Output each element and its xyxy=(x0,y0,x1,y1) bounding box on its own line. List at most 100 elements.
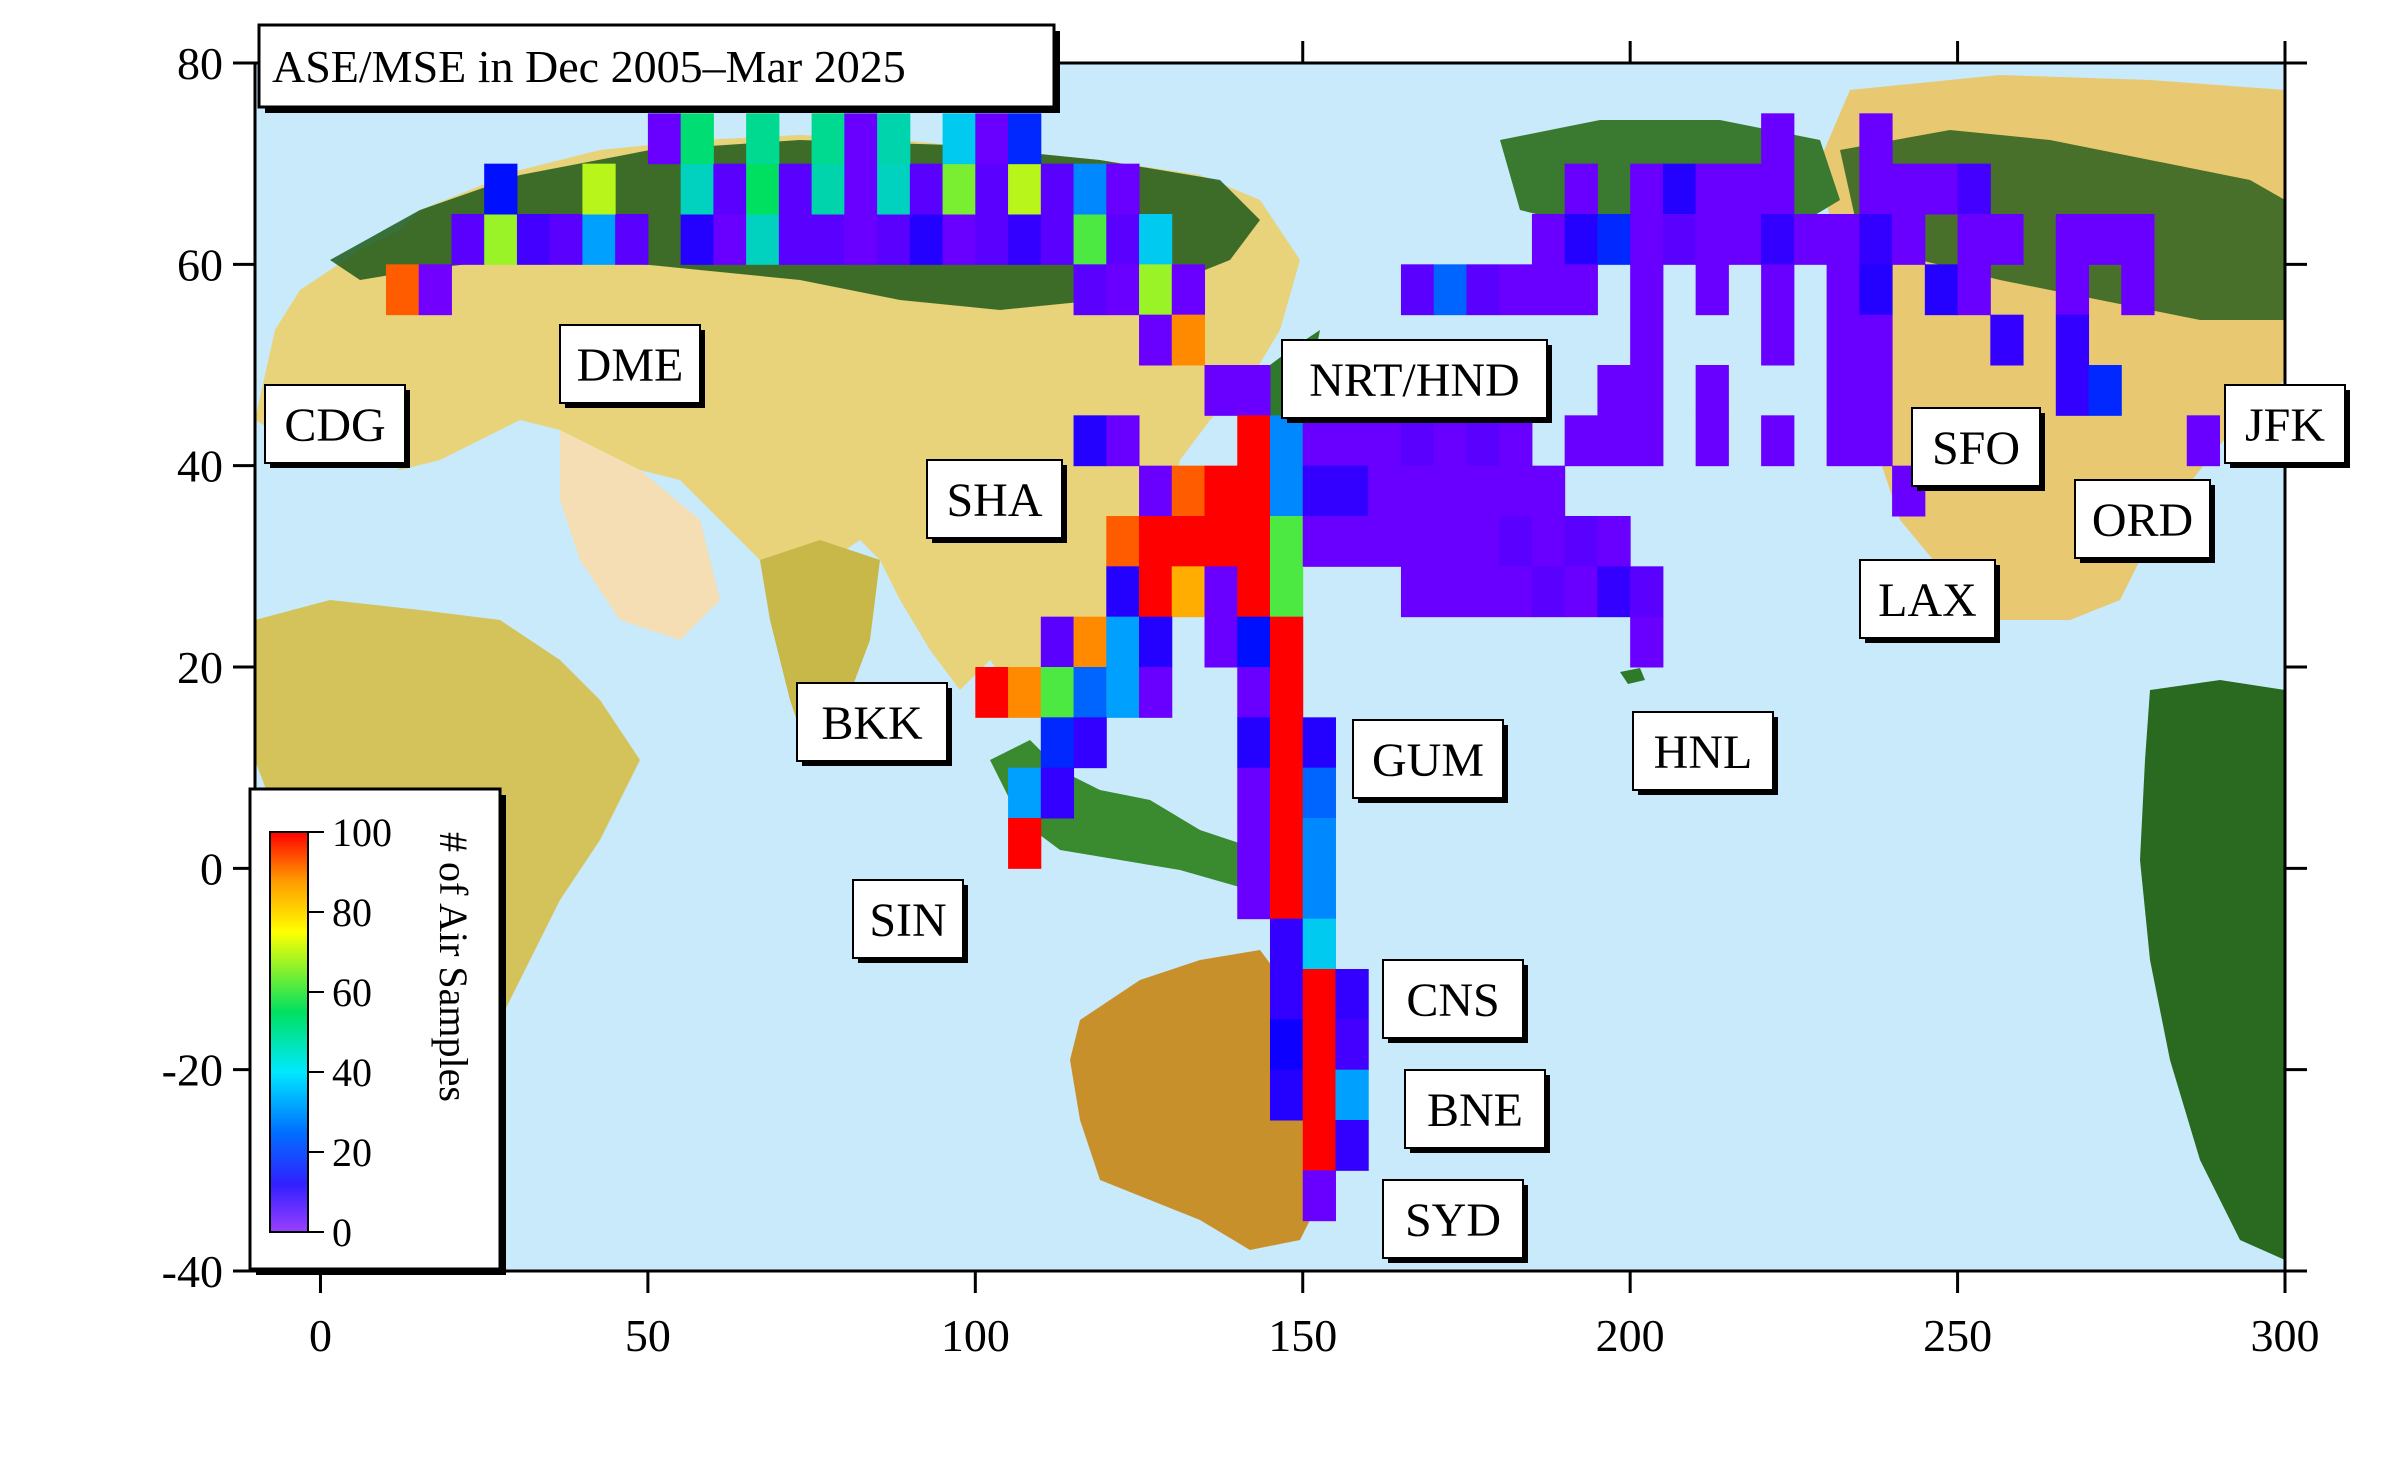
heatmap-cell xyxy=(1171,516,1206,567)
heatmap-cell xyxy=(2088,214,2122,265)
airport-label-ord: ORD xyxy=(2074,479,2215,563)
heatmap-cell xyxy=(1433,465,1467,517)
heatmap-cell xyxy=(1433,415,1467,467)
heatmap-cell xyxy=(844,113,878,165)
heatmap-cell xyxy=(1073,214,1107,265)
heatmap-cell xyxy=(909,163,944,215)
heatmap-cell xyxy=(877,113,911,165)
heatmap-cell xyxy=(1073,667,1107,718)
heatmap-cell xyxy=(1270,969,1304,1020)
x-tick-label: 50 xyxy=(625,1310,671,1361)
heatmap-cell xyxy=(647,113,682,165)
heatmap-cell xyxy=(1662,163,1697,215)
heatmap-cell xyxy=(1499,415,1533,467)
heatmap-cells xyxy=(385,113,2221,1222)
heatmap-cell xyxy=(1335,969,1369,1020)
heatmap-cell xyxy=(1761,163,1795,215)
airport-label-frame xyxy=(2224,384,2346,464)
heatmap-cell xyxy=(1597,415,1631,467)
heatmap-cell xyxy=(1531,264,1566,316)
heatmap-cell xyxy=(1466,415,1500,467)
heatmap-cell xyxy=(1139,566,1173,618)
heatmap-cell xyxy=(1139,465,1173,517)
heatmap-cell xyxy=(2121,214,2155,265)
heatmap-cell xyxy=(1302,818,1336,869)
y-tick-label: 60 xyxy=(177,239,223,290)
heatmap-cell xyxy=(1466,566,1500,618)
heatmap-cell xyxy=(942,163,976,215)
colorbar-tick-label: 0 xyxy=(332,1210,352,1255)
heatmap-cell xyxy=(877,214,911,265)
heatmap-cell xyxy=(484,214,518,265)
land-india xyxy=(760,540,880,760)
airport-label-syd: SYD xyxy=(1382,1179,1528,1263)
heatmap-cell xyxy=(1270,415,1304,467)
heatmap-cell xyxy=(2088,365,2122,416)
heatmap-cell xyxy=(1368,516,1402,567)
heatmap-cell xyxy=(1564,163,1598,215)
heatmap-cell xyxy=(1630,566,1664,618)
heatmap-cell xyxy=(1630,616,1664,668)
heatmap-cell xyxy=(1499,465,1533,517)
heatmap-cell xyxy=(1139,667,1173,718)
heatmap-cell xyxy=(1761,214,1795,265)
airport-label-dme: DME xyxy=(559,324,705,408)
x-tick-label: 150 xyxy=(1268,1310,1337,1361)
heatmap-cell xyxy=(582,214,616,265)
heatmap-cell xyxy=(1302,918,1336,970)
heatmap-cell xyxy=(1400,415,1435,467)
heatmap-cell xyxy=(1270,868,1304,920)
heatmap-cell xyxy=(1531,214,1566,265)
heatmap-cell xyxy=(1433,516,1467,567)
heatmap-cell xyxy=(418,264,452,316)
heatmap-cell xyxy=(1040,767,1075,819)
chart-title: ASE/MSE in Dec 2005–Mar 2025 xyxy=(272,41,906,92)
heatmap-cell xyxy=(1695,214,1729,265)
heatmap-cell xyxy=(1499,264,1533,316)
heatmap-cell xyxy=(516,214,551,265)
heatmap-cell xyxy=(1826,214,1860,265)
heatmap-cell xyxy=(1237,717,1271,769)
heatmap-cell xyxy=(1761,415,1795,467)
heatmap-cell xyxy=(1237,365,1271,416)
heatmap-cell xyxy=(1630,264,1664,316)
heatmap-cell xyxy=(1139,314,1173,366)
heatmap-cell xyxy=(1597,214,1631,265)
heatmap-cell xyxy=(713,214,747,265)
heatmap-cell xyxy=(1859,365,1893,416)
heatmap-cell xyxy=(1859,264,1893,316)
heatmap-cell xyxy=(811,214,845,265)
heatmap-cell xyxy=(1695,365,1729,416)
colorbar-ticks: 100 80 60 40 20 0 xyxy=(308,810,392,1255)
heatmap-cell xyxy=(1106,566,1140,618)
heatmap-cell xyxy=(1008,667,1042,718)
airport-label-frame xyxy=(1352,719,1504,799)
heatmap-cell xyxy=(1892,214,1926,265)
heatmap-cell xyxy=(1008,767,1042,819)
colorbar-tick-label: 40 xyxy=(332,1050,372,1095)
heatmap-cell xyxy=(1040,214,1075,265)
heatmap-cell xyxy=(1335,1019,1369,1071)
heatmap-cell xyxy=(1270,918,1304,970)
title-box-frame xyxy=(257,23,1056,109)
airport-label-sfo: SFO xyxy=(1911,407,2045,491)
heatmap-cell xyxy=(1597,516,1631,567)
heatmap-cell xyxy=(778,214,813,265)
heatmap-cell xyxy=(1433,264,1467,316)
heatmap-cell xyxy=(811,163,845,215)
heatmap-cell xyxy=(1302,767,1336,819)
y-tick-label: 20 xyxy=(177,642,223,693)
airport-code: ORD xyxy=(2092,494,2193,547)
airport-label-frame xyxy=(1281,339,1548,419)
heatmap-cell xyxy=(1302,1170,1336,1222)
airport-label-frame xyxy=(1911,407,2041,487)
heatmap-cell xyxy=(1990,214,2024,265)
heatmap-cell xyxy=(1662,214,1697,265)
heatmap-cell xyxy=(2121,264,2155,316)
heatmap-cell xyxy=(1237,465,1271,517)
heatmap-cell xyxy=(1564,264,1598,316)
airport-label-frame xyxy=(1382,1179,1524,1259)
airport-code: LAX xyxy=(1878,574,1977,627)
heatmap-cell xyxy=(1237,616,1271,668)
heatmap-cell xyxy=(1302,969,1336,1020)
